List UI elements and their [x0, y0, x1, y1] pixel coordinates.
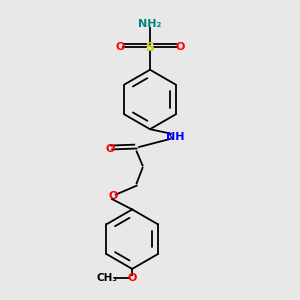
Text: NH: NH: [166, 132, 184, 142]
Text: O: O: [128, 273, 137, 283]
Text: O: O: [105, 143, 115, 154]
Text: O: O: [108, 191, 118, 201]
Text: O: O: [175, 43, 184, 52]
Text: NH₂: NH₂: [138, 19, 162, 29]
Text: CH₃: CH₃: [96, 273, 117, 283]
Text: S: S: [146, 41, 154, 54]
Text: O: O: [116, 43, 125, 52]
